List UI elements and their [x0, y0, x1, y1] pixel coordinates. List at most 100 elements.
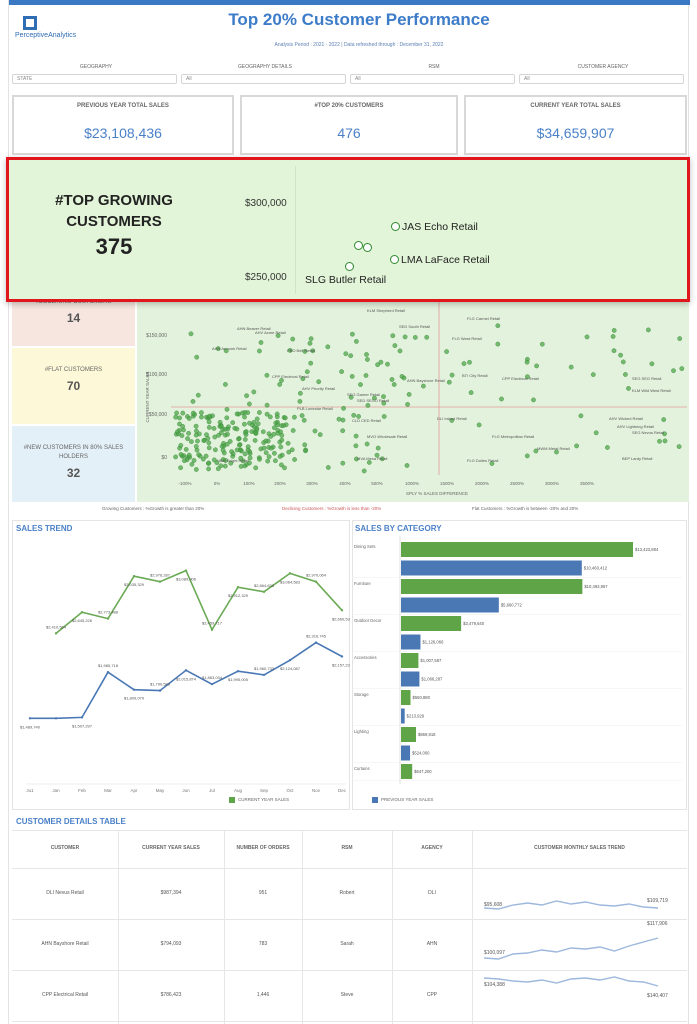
scatter-point-label: SED South Retail — [399, 324, 430, 329]
scatter-point — [657, 438, 662, 444]
scatter-point — [389, 377, 395, 382]
scatter-point — [263, 450, 269, 456]
scatter-point-label: SEG Nevus Retail — [632, 430, 664, 435]
segment-new[interactable]: #NEW CUSTOMERS IN 80% SALES HOLDERS 32 — [12, 426, 135, 502]
scatter-point — [363, 373, 369, 378]
scatter-point — [290, 336, 296, 342]
scatter-point — [277, 382, 283, 387]
table-border — [392, 830, 393, 1024]
scatter-point — [223, 382, 228, 387]
data-label: $1,960,733 — [254, 666, 275, 671]
scatter-point — [354, 456, 359, 462]
sales-trend-chart[interactable]: Ju1 Jan Feb Mar Apr May Jun Jul Aug Sep Oct Nov Dec $… — [12, 532, 350, 808]
scatter-point — [219, 443, 225, 449]
data-point-marker[interactable] — [354, 241, 363, 250]
cell-customer: CPP Electrical Retail — [41, 992, 89, 998]
scatter-point — [281, 423, 286, 428]
column-header[interactable]: RSM — [341, 845, 353, 851]
series-point — [184, 569, 188, 572]
top-growing-callout[interactable]: #TOP GROWING CUSTOMERS 375 $300,000 $250… — [6, 157, 690, 302]
scatter-point — [312, 428, 318, 434]
scatter-point — [584, 334, 590, 340]
scatter-point — [524, 453, 530, 459]
bar-value-label: $550,880 — [413, 695, 431, 700]
kpi-value: $23,108,436 — [84, 125, 162, 141]
filter-geography[interactable]: GEOGRAPHY STATE — [12, 64, 180, 88]
customer-scatter-plot[interactable]: $150,000 $100,000 $50,000 $0 CURRENT YEAR SA… — [137, 292, 689, 502]
series-point — [132, 688, 136, 691]
scatter-x-tick: 3500% — [580, 481, 594, 486]
data-point-marker[interactable] — [391, 222, 400, 231]
spark-end-label: $140,407 — [647, 993, 668, 999]
scatter-point — [341, 405, 346, 411]
scatter-point — [671, 368, 676, 374]
filter-customer-agency[interactable]: CUSTOMER AGENCY All — [519, 64, 687, 88]
scatter-point — [237, 447, 243, 453]
scatter-point — [350, 331, 355, 337]
scatter-point-label: AHV Acme Retail — [255, 330, 286, 335]
scatter-point — [206, 445, 212, 451]
filter-geography-details[interactable]: GEOGRAPHY DETAILS All — [181, 64, 349, 88]
series-point — [288, 572, 292, 575]
segment-label: #FLAT CUSTOMERS — [44, 367, 103, 373]
scatter-point — [195, 438, 200, 444]
scatter-point — [495, 323, 501, 329]
scatter-point — [343, 351, 349, 357]
category-bar — [401, 579, 583, 594]
scatter-point — [348, 353, 354, 359]
column-header[interactable]: AGENCY — [421, 845, 443, 851]
scatter-point — [620, 359, 626, 365]
scatter-point — [611, 348, 617, 354]
sales-by-category-chart[interactable]: $13,423,884 $10,460,412 Dining Sets $10,493… — [352, 536, 687, 788]
filter-select[interactable]: All — [181, 74, 346, 84]
column-header[interactable]: NUMBER OF ORDERS — [236, 845, 290, 851]
scatter-point — [372, 395, 377, 401]
bar-value-label: $13,423,884 — [635, 547, 659, 552]
segment-value: 32 — [66, 466, 81, 480]
scatter-point — [277, 454, 283, 459]
cell-agency: DLI — [428, 890, 436, 896]
filter-rsm[interactable]: RSM All — [350, 64, 518, 88]
spark-start-label: $104,388 — [484, 982, 505, 988]
bar-value-label: $5,660,772 — [501, 603, 523, 608]
data-point-marker[interactable] — [345, 262, 354, 271]
filter-select[interactable]: All — [519, 74, 684, 84]
column-header[interactable]: CURRENT YEAR SALES — [142, 845, 200, 851]
scatter-point-label: AHN Bayshore Retail — [407, 378, 445, 383]
scatter-point-label: KLM Shepherd Retail — [367, 308, 405, 313]
scatter-point — [212, 434, 218, 440]
scatter-point — [533, 448, 539, 454]
column-header[interactable]: CUSTOMER MONTHLY SALES TREND — [534, 845, 625, 851]
filter-select[interactable]: All — [350, 74, 515, 84]
scatter-point-label: CPP Electrical Retail — [272, 374, 309, 379]
scatter-point — [264, 372, 270, 378]
data-point-marker[interactable] — [363, 243, 372, 252]
scatter-point — [238, 464, 244, 469]
scatter-point — [339, 369, 344, 374]
scatter-point — [272, 425, 277, 431]
scatter-point-label: PBO Bell Retail — [287, 348, 315, 353]
scatter-point — [676, 444, 682, 449]
segment-flat[interactable]: #FLAT CUSTOMERS 70 — [12, 348, 135, 424]
scatter-point — [252, 438, 258, 443]
scatter-point — [193, 432, 199, 438]
scatter-point — [649, 361, 655, 367]
data-label: $2,976,287 — [150, 573, 171, 578]
legend-current-label: CURRENT YEAR SALES — [238, 797, 290, 802]
chart-legend: CURRENT YEAR SALES PREVIOUS YEAR SALES — [229, 796, 489, 806]
scatter-y-label: CURRENT YEAR SALES — [145, 371, 150, 422]
scatter-point — [356, 414, 361, 419]
x-tick-label: Oct — [286, 788, 294, 793]
data-label: $2,157,235 — [332, 662, 350, 667]
kpi-value: 476 — [337, 125, 361, 141]
filter-select[interactable]: STATE — [12, 74, 177, 84]
scatter-point — [266, 454, 272, 460]
series-point — [80, 610, 84, 614]
scatter-point-label: BEP Lardy Retail — [622, 456, 652, 461]
data-point-marker[interactable] — [390, 255, 399, 264]
segment-value: 14 — [66, 311, 81, 325]
scatter-point — [200, 456, 206, 462]
column-header[interactable]: CUSTOMER — [50, 845, 80, 851]
category-bar — [401, 745, 411, 761]
segment-label: #DECLINING CUSTOMERS — [35, 299, 112, 305]
